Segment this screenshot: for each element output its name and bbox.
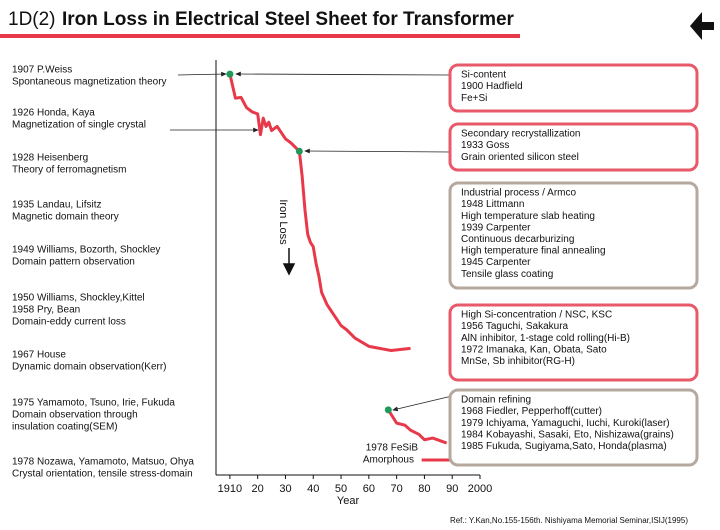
- info-box: [448, 181, 699, 290]
- x-tick-label: 60: [363, 483, 375, 495]
- info-box: [448, 303, 699, 382]
- info-box-line: AlN inhibitor, 1-stage cold rolling(Hi-B…: [461, 333, 630, 344]
- info-box-line: 1956 Taguchi, Sakakura: [461, 321, 569, 332]
- info-box-line: Continuous decarburizing: [461, 234, 574, 245]
- left-note: 1907 P.Weiss: [12, 65, 72, 76]
- info-box-line: 1968 Fiedler, Pepperhoff(cutter): [461, 406, 602, 417]
- left-note: 1975 Yamamoto, Tsuno, Irie, Fukuda: [12, 398, 175, 409]
- logo: [688, 10, 716, 42]
- x-tick-label: 1910: [218, 483, 242, 495]
- left-note: 1928 Heisenberg: [12, 153, 88, 164]
- info-box-line: Industrial process / Armco: [461, 188, 576, 199]
- info-box: [448, 388, 699, 467]
- left-note: Domain pattern observation: [12, 257, 135, 268]
- point-marker: [384, 406, 392, 414]
- left-note: Crystal orientation, tensile stress-doma…: [12, 469, 193, 480]
- info-box-line: 1933 Goss: [461, 140, 509, 151]
- section-number: 1D(2): [8, 9, 56, 30]
- info-box-line: Grain oriented silicon steel: [461, 152, 579, 163]
- info-box-line: High temperature slab heating: [461, 211, 595, 222]
- x-tick-label: 30: [279, 483, 291, 495]
- x-tick-label: 20: [252, 483, 264, 495]
- y-axis-label: Iron Loss: [277, 199, 289, 245]
- x-tick-label: 90: [446, 483, 458, 495]
- info-box-line: MnSe, Sb inhibitor(RG-H): [461, 356, 575, 367]
- x-tick-label: 70: [391, 483, 403, 495]
- left-note: Dynamic domain observation(Kerr): [12, 362, 167, 373]
- info-box-line: 1939 Carpenter: [461, 222, 531, 233]
- left-note: 1967 House: [12, 350, 66, 361]
- info-box-line: Secondary recrystallization: [461, 129, 581, 140]
- down-arrow: [282, 248, 296, 276]
- info-box-line: 1985 Fukuda, Sugiyama,Sato, Honda(plasma…: [461, 441, 667, 452]
- info-box-line: 1948 Littmann: [461, 199, 524, 210]
- info-box: [448, 122, 699, 172]
- left-note: insulation coating(SEM): [12, 422, 118, 433]
- info-box: [448, 63, 699, 113]
- x-tick-label: 2000: [468, 483, 492, 495]
- left-note: Theory of ferromagnetism: [12, 165, 127, 176]
- left-note: Domain-eddy current loss: [12, 317, 126, 328]
- left-note: 1935 Landau, Lifsitz: [12, 200, 102, 211]
- x-tick-label: 50: [335, 483, 347, 495]
- amorphous-label: 1978 FeSiB: [366, 443, 419, 454]
- info-box-line: 1979 Ichiyama, Yamaguchi, Iuchi, Kuroki(…: [461, 418, 670, 429]
- left-note: Magnetic domain theory: [12, 212, 119, 223]
- info-box-line: Fe+Si: [461, 93, 487, 104]
- info-box-line: High Si-concentration / NSC, KSC: [461, 310, 612, 321]
- left-note: Magnetization of single crystal: [12, 120, 146, 131]
- reference: Ref.: Y.Kan,No.155-156th. Nishiyama Memo…: [450, 516, 688, 525]
- title-bar: [0, 34, 520, 38]
- info-box-line: Domain refining: [461, 395, 531, 406]
- amorphous-label: Amorphous: [363, 455, 414, 466]
- iron-loss-line: [228, 73, 458, 462]
- left-note: 1926 Honda, Kaya: [12, 108, 95, 119]
- info-box-line: 1972 Imanaka, Kan, Obata, Sato: [461, 344, 607, 355]
- connectors: [170, 71, 453, 412]
- info-box-line: Si-content: [461, 70, 506, 81]
- info-box-line: 1945 Carpenter: [461, 257, 531, 268]
- left-note: 1949 Williams, Bozorth, Shockley: [12, 245, 160, 256]
- point-marker: [295, 147, 303, 155]
- left-note: 1958 Pry, Bean: [12, 305, 80, 316]
- chart-title: Iron Loss in Electrical Steel Sheet for …: [62, 9, 515, 30]
- x-tick-label: 80: [418, 483, 430, 495]
- x-axis-label: Year: [337, 495, 360, 507]
- info-box-line: 1900 Hadfield: [461, 81, 523, 92]
- x-tick-label: 40: [307, 483, 319, 495]
- left-note: Domain observation through: [12, 410, 138, 421]
- info-box-line: Tensile glass coating: [461, 269, 553, 280]
- point-marker: [226, 70, 234, 78]
- left-note: Spontaneous magnetization theory: [12, 77, 167, 88]
- info-box-line: 1984 Kobayashi, Sasaki, Eto, Nishizawa(g…: [461, 429, 674, 440]
- left-note: 1978 Nozawa, Yamamoto, Matsuo, Ohya: [12, 457, 194, 468]
- left-note: 1950 Williams, Shockley,Kittel: [12, 293, 145, 304]
- info-box-line: High temperature final annealing: [461, 246, 606, 257]
